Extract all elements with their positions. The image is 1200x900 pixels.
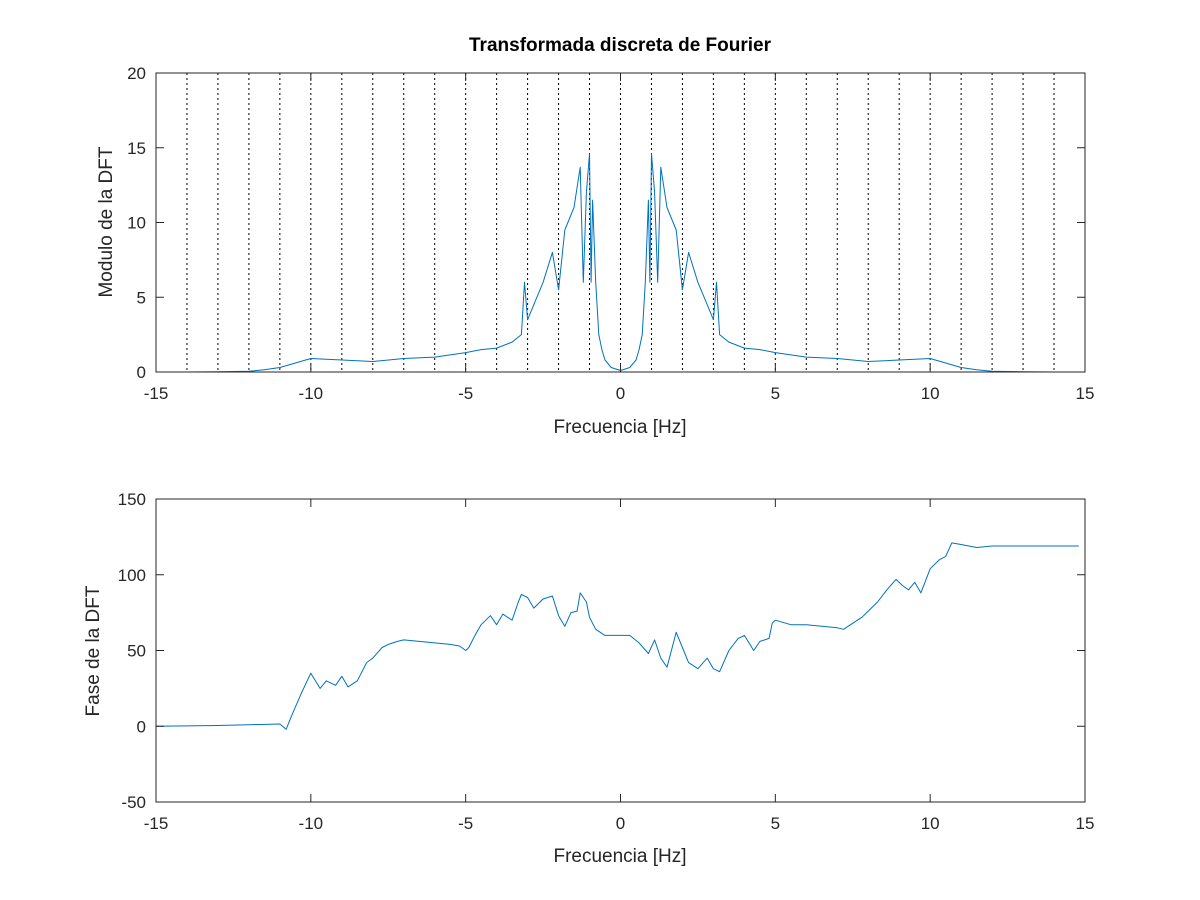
top-plot-axes-box <box>155 72 1086 373</box>
x-tick-label: 5 <box>771 384 780 403</box>
bottom-plot-axes-box <box>155 498 1086 803</box>
top-plot-ticks: -15 -10 -5 0 5 10 15 0 5 10 15 20 <box>127 64 1094 403</box>
x-tick-label: 5 <box>771 814 780 833</box>
y-tick-label: 10 <box>127 214 146 233</box>
x-tick-label: 15 <box>1076 814 1095 833</box>
y-tick-label: 15 <box>127 139 146 158</box>
top-plot-y-axis-label: Modulo de la DFT <box>96 146 117 297</box>
dft-magnitude-series <box>156 153 1079 373</box>
y-tick-label: 0 <box>137 717 146 736</box>
chart-title: Transformada discreta de Fourier <box>469 35 772 56</box>
bottom-plot-x-axis-label: Frecuencia [Hz] <box>553 846 686 867</box>
x-tick-label: -15 <box>144 384 169 403</box>
x-tick-label: -15 <box>144 814 169 833</box>
x-tick-label: 10 <box>921 384 940 403</box>
y-tick-label: -50 <box>121 793 146 812</box>
x-tick-label: -10 <box>299 814 324 833</box>
y-tick-label: 150 <box>118 490 146 509</box>
x-tick-label: -5 <box>458 384 473 403</box>
y-tick-label: 100 <box>118 566 146 585</box>
x-tick-label: 0 <box>616 384 625 403</box>
x-tick-label: 0 <box>616 814 625 833</box>
bottom-plot-y-axis-label: Fase de la DFT <box>83 585 104 716</box>
top-plot-gridlines <box>186 73 1055 372</box>
x-tick-label: 15 <box>1076 384 1095 403</box>
y-tick-label: 0 <box>137 363 146 382</box>
x-tick-label: -10 <box>299 384 324 403</box>
x-tick-label: -5 <box>458 814 473 833</box>
y-tick-label: 5 <box>137 288 146 307</box>
y-tick-label: 50 <box>127 642 146 661</box>
y-tick-label: 20 <box>127 64 146 83</box>
x-tick-label: 10 <box>921 814 940 833</box>
dft-phase-series <box>155 542 1079 730</box>
top-plot-x-axis-label: Frecuencia [Hz] <box>553 417 686 438</box>
top-plot-dft-magnitude: -15 -10 -5 0 5 10 15 0 5 10 15 20 Frecuencia [Hz] M… <box>96 64 1094 438</box>
